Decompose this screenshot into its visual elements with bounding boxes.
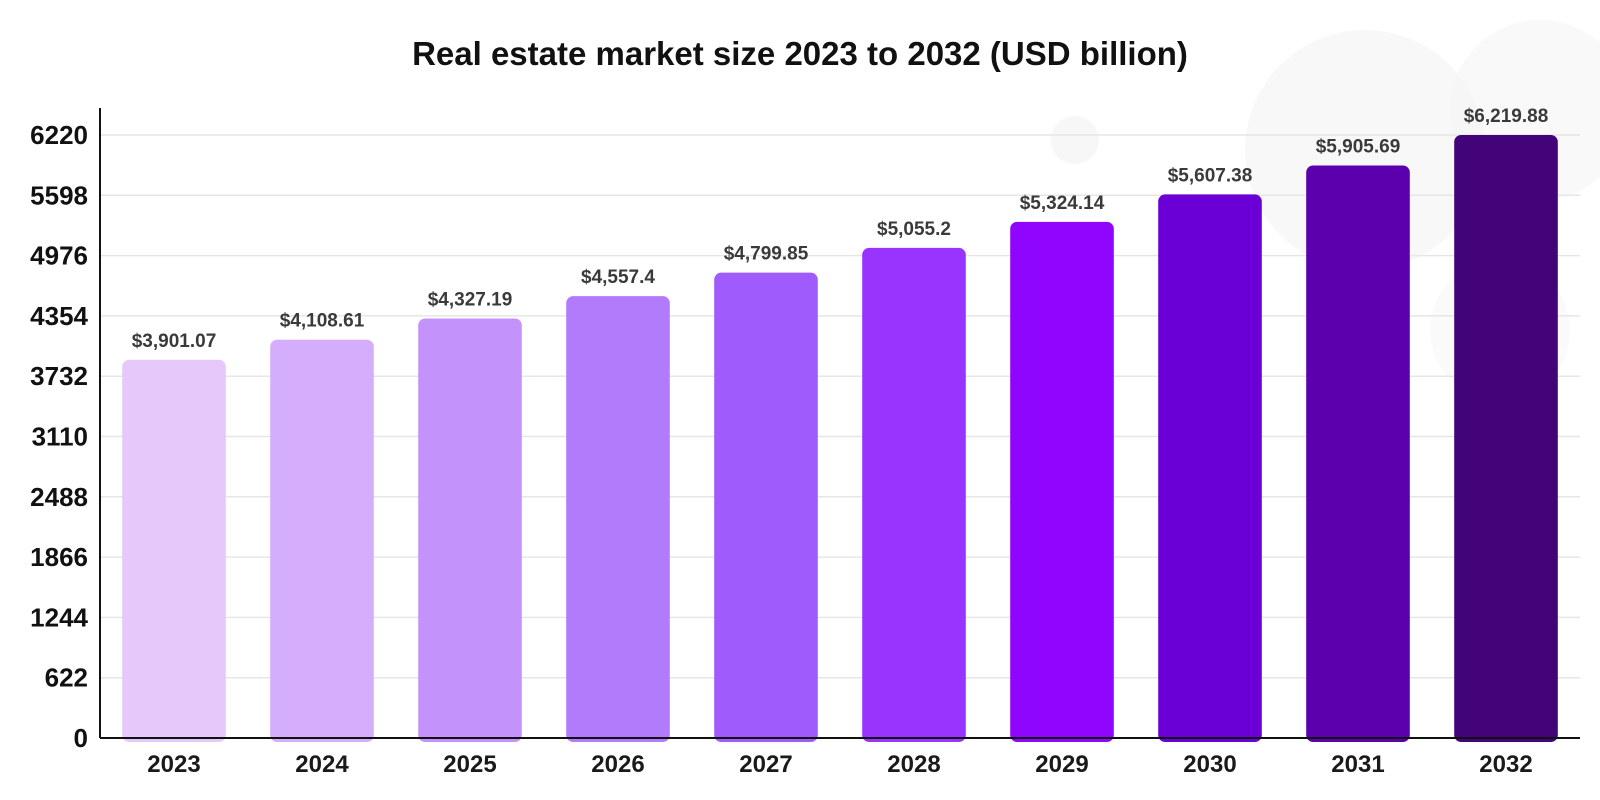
- bars: [122, 135, 1558, 743]
- x-axis-ticks: 2023 2024 2025 2026 2027 2028 2029 2030 2031 2032: [147, 751, 1532, 778]
- x-tick-label: 2023: [147, 751, 200, 778]
- data-label: $5,607.38: [1168, 165, 1253, 186]
- y-tick-label: 3732: [30, 361, 88, 391]
- bar: [122, 359, 226, 742]
- y-tick-label: 0: [74, 723, 88, 753]
- bar: [270, 339, 374, 742]
- bar: [1306, 165, 1410, 742]
- y-tick-label: 3110: [32, 422, 88, 452]
- bar: [862, 247, 966, 742]
- bar: [1158, 194, 1262, 743]
- chart-title: Real estate market size 2023 to 2032 (US…: [412, 35, 1188, 72]
- x-tick-label: 2031: [1331, 751, 1384, 778]
- y-tick-label: 4354: [30, 301, 88, 331]
- x-tick-label: 2025: [443, 751, 496, 778]
- y-tick-label: 2488: [30, 482, 88, 512]
- data-label: $6,219.88: [1464, 106, 1549, 127]
- data-label: $4,799.85: [724, 244, 809, 265]
- y-tick-label: 5598: [30, 180, 88, 210]
- y-axis-ticks: 0 622 1244 1866 2488 3110 3732 4354 4976 5598 6220: [30, 120, 88, 753]
- x-tick-label: 2029: [1035, 751, 1088, 778]
- data-label: $4,108.61: [280, 311, 365, 332]
- bar: [714, 272, 818, 742]
- x-tick-label: 2027: [739, 751, 792, 778]
- data-label: $5,905.69: [1316, 136, 1401, 157]
- bar: [1010, 221, 1114, 742]
- data-labels: $3,901.07 $4,108.61 $4,327.19 $4,557.4 $4,79…: [132, 106, 1549, 352]
- data-label: $5,324.14: [1020, 193, 1105, 214]
- x-tick-label: 2024: [295, 751, 349, 778]
- y-tick-label: 1244: [30, 602, 88, 632]
- y-tick-label: 1866: [30, 542, 88, 572]
- x-tick-label: 2028: [887, 751, 940, 778]
- data-label: $4,327.19: [428, 289, 513, 310]
- y-tick-label: 4976: [30, 241, 88, 271]
- bar: [418, 318, 522, 742]
- x-tick-label: 2030: [1183, 751, 1236, 778]
- bar: [1454, 135, 1558, 743]
- bar: [566, 296, 670, 742]
- data-label: $5,055.2: [877, 219, 951, 240]
- x-tick-label: 2026: [591, 751, 644, 778]
- x-tick-label: 2032: [1479, 751, 1532, 778]
- data-label: $3,901.07: [132, 331, 217, 352]
- y-tick-label: 622: [45, 663, 88, 693]
- y-tick-label: 6220: [30, 120, 88, 150]
- data-label: $4,557.4: [581, 267, 655, 288]
